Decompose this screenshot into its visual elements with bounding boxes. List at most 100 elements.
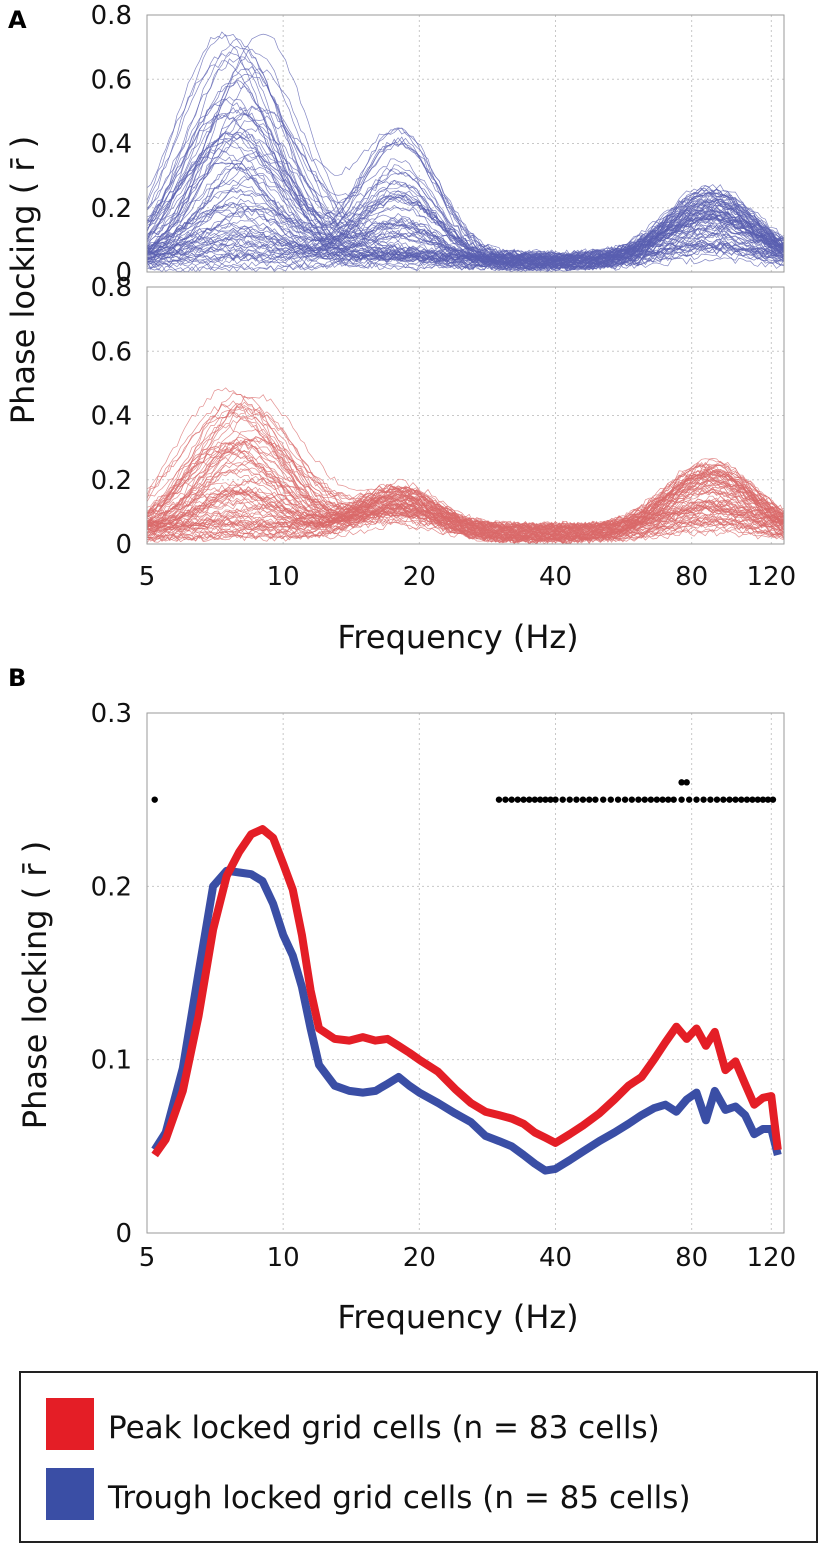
chart-a-bottom: 0 0.2 0.4 0.6 0.8 5 10 20 40 80 120 Frequency (Hz… [91,273,797,656]
a2-x-tick: 40 [539,562,572,592]
b-x-tick: 80 [675,1243,708,1273]
b-significance-dot [678,796,685,803]
a1-y-tick: 0.6 [91,65,132,95]
b-x-tick: 40 [539,1243,572,1273]
b-significance-dot [754,796,761,803]
b-significance-dot [495,796,503,803]
b-peak-series-line [151,825,782,1158]
b-y-tick: 0.1 [91,1046,132,1076]
b-significance-dot [586,796,593,803]
a1-trace [146,133,785,270]
a2-plot-frame [146,286,785,545]
b-significance-dot [665,796,672,803]
a1-trace [146,214,785,262]
b-significance-dot [700,796,707,803]
a2-traces [146,387,785,545]
a2-y-tick: 0 [115,530,132,560]
b-significance-dot [713,796,721,803]
b-significance-dot [536,796,544,803]
a1-trace [146,171,785,266]
b-y-tick-labels: 0 0.1 0.2 0.3 [91,699,132,1249]
a1-trace [146,192,785,267]
b-significance-dot [526,796,533,803]
b-significance-dot [738,796,745,803]
b-significance-dot [720,796,727,803]
a1-trace [146,109,785,271]
b-significance-dot [670,796,677,803]
b-significance-dot [607,796,614,803]
b-significance-dot [151,796,158,803]
a2-y-tick: 0.2 [91,466,132,496]
a2-y-tick: 0.4 [91,402,132,432]
b-x-axis-title: Frequency (Hz) [337,1298,578,1336]
a1-trace [146,215,785,264]
a2-trace [146,394,785,529]
b-y-tick: 0.3 [91,699,132,729]
a-x-axis-title: Frequency (Hz) [337,618,578,656]
a1-trace [146,106,785,262]
b-significance-dot [653,796,661,803]
chart-a-top: 0 0.2 0.4 0.6 0.8 [91,1,785,288]
a2-x-tick: 10 [267,562,300,592]
a1-trace [146,179,785,272]
b-y-tick: 0.2 [91,872,132,902]
b-series-lines [151,825,782,1175]
a2-trace [146,436,785,530]
a2-x-tick: 5 [139,562,156,592]
panel-a-label: A [8,6,27,34]
b-significance-dot [678,779,685,786]
a1-y-tick: 0.4 [91,130,132,160]
a-y-axis-title: Phase locking ( r̄ ) [4,136,42,424]
b-significance-dot [635,796,642,803]
a1-y-tick: 0.8 [91,1,132,31]
b-significance-dot [579,796,587,803]
a1-trace [146,34,785,260]
a2-trace [146,502,785,545]
b-significance-dot [685,796,693,803]
a1-plot-frame [146,14,785,273]
b-significance-dot [552,796,559,803]
b-significance-dot [764,796,772,803]
b-x-tick: 120 [747,1243,797,1273]
a1-trace [146,136,785,267]
a1-trace [146,243,785,264]
a2-y-tick: 0.6 [91,337,132,367]
b-significance-dot [573,796,580,803]
b-significance-dot [707,796,714,803]
b-significance-dot [559,796,566,803]
b-significance-dot [693,796,700,803]
b-significance-dot [732,796,739,803]
a1-trace [146,186,785,264]
a2-y-tick: 0.8 [91,273,132,303]
b-significance-dot [628,796,636,803]
b-significance-dot [759,796,767,803]
b-plot-frame [146,712,785,1234]
a1-y-tick: 0 [115,258,132,288]
b-significance-dot [514,796,521,803]
legend-swatch-peak [46,1398,94,1450]
b-significance-dot [659,796,666,803]
b-significance-dot [542,796,549,803]
legend-swatch-trough [46,1468,94,1520]
legend-label-trough: Trough locked grid cells (n = 85 cells) [107,1480,691,1516]
chart-b: 0 0.1 0.2 0.3 5 10 20 40 80 120 Frequency (Hz) P… [16,699,796,1336]
a2-x-tick: 80 [675,562,708,592]
b-significance-dot [600,796,607,803]
a2-y-tick-labels: 0 0.2 0.4 0.6 0.8 [91,273,132,560]
a1-trace [146,198,785,257]
a2-x-tick: 120 [747,562,797,592]
b-x-tick: 20 [403,1243,436,1273]
b-significance-dot [683,779,690,786]
b-significance-dot [769,796,777,803]
a2-trace [146,476,785,531]
b-significance-dot [647,796,655,803]
b-significance-dot [726,796,733,803]
a1-trace [146,137,785,264]
b-significance-dot [749,796,756,803]
b-x-tick: 10 [267,1243,300,1273]
b-significance-dot [520,796,527,803]
legend-label-peak: Peak locked grid cells (n = 83 cells) [108,1410,660,1446]
a2-trace [146,468,785,542]
b-significance-dot [641,796,648,803]
b-significance-dot [614,796,622,803]
